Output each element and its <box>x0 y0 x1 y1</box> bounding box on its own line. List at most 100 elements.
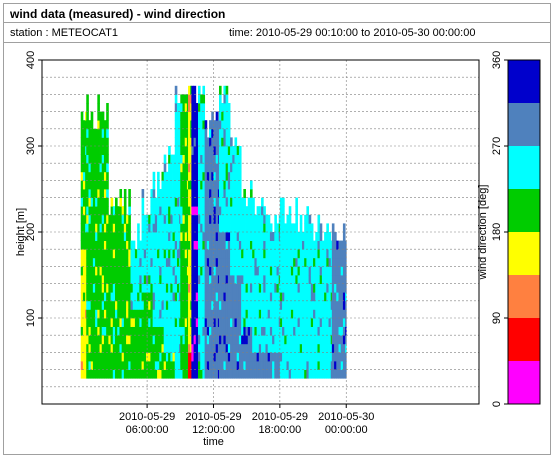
heatmap-cell <box>299 223 303 233</box>
heatmap-cell <box>176 120 180 130</box>
heatmap-cell <box>103 189 107 198</box>
heatmap-cell <box>261 197 264 207</box>
heatmap-cell <box>159 240 162 250</box>
heatmap-cell <box>184 171 188 181</box>
heatmap-cell <box>336 352 339 362</box>
heatmap-cell <box>315 283 318 293</box>
heatmap-cell <box>191 335 194 345</box>
heatmap-cell <box>126 326 129 336</box>
heatmap-cell <box>174 352 178 362</box>
heatmap-cell <box>128 292 131 302</box>
heatmap-cell <box>154 257 158 267</box>
heatmap-cell <box>190 249 192 259</box>
heatmap-cell <box>168 352 171 362</box>
heatmap-cell <box>117 266 120 276</box>
heatmap-cell <box>238 300 242 310</box>
heatmap-cell <box>141 275 145 284</box>
heatmap-cell <box>272 343 275 353</box>
heatmap-cell <box>163 300 167 310</box>
heatmap-cell <box>321 283 325 293</box>
heatmap-cell <box>193 257 197 267</box>
heatmap-cell <box>202 103 206 112</box>
heatmap-cell <box>209 335 212 345</box>
heatmap-cell <box>202 292 206 302</box>
heatmap-cell <box>301 309 305 319</box>
heatmap-cell <box>211 275 214 284</box>
heatmap-cell <box>180 206 183 216</box>
heatmap-cell <box>328 352 332 362</box>
heatmap-cell <box>184 180 188 190</box>
heatmap-cell <box>321 361 325 370</box>
heatmap-cell <box>232 283 235 293</box>
heatmap-cell <box>174 249 178 259</box>
heatmap-cell <box>191 309 194 319</box>
heatmap-cell <box>249 257 253 267</box>
heatmap-cell <box>299 326 303 336</box>
heatmap-cell <box>211 343 214 353</box>
heatmap-cell <box>326 223 329 233</box>
heatmap-cell <box>342 249 346 259</box>
heatmap-cell <box>103 128 107 138</box>
heatmap-cell <box>269 292 273 302</box>
heatmap-cell <box>317 240 321 250</box>
heatmap-cell <box>179 232 181 241</box>
heatmap-cell <box>230 352 233 362</box>
heatmap-cell <box>97 189 100 198</box>
heatmap-cell <box>191 326 194 336</box>
heatmap-cell <box>137 257 140 267</box>
heatmap-cell <box>168 240 171 250</box>
heatmap-cell <box>80 111 84 121</box>
heatmap-cell <box>112 292 116 302</box>
heatmap-cell <box>330 369 333 379</box>
heatmap-cell <box>338 300 342 310</box>
heatmap-cell <box>82 146 86 155</box>
heatmap-cell <box>115 223 118 233</box>
heatmap-cell <box>180 352 183 362</box>
heatmap-cell <box>209 146 212 155</box>
heatmap-cell <box>206 197 210 207</box>
heatmap-cell <box>249 232 253 241</box>
heatmap-cell <box>295 361 298 370</box>
heatmap-cell <box>219 189 222 198</box>
heatmap-cell <box>97 361 100 370</box>
heatmap-cell <box>92 146 96 155</box>
heatmap-cell <box>190 352 192 362</box>
heatmap-cell <box>143 232 147 241</box>
heatmap-cell <box>179 309 181 319</box>
heatmap-cell <box>95 223 98 233</box>
heatmap-cell <box>200 352 203 362</box>
heatmap-cell <box>132 326 136 336</box>
heatmap-cell <box>182 103 186 112</box>
heatmap-cell <box>221 275 224 284</box>
heatmap-cell <box>200 223 203 233</box>
heatmap-cell <box>103 361 107 370</box>
heatmap-cell <box>132 240 136 250</box>
heatmap-cell <box>139 283 142 293</box>
heatmap-cell <box>238 206 242 216</box>
heatmap-cell <box>176 214 180 224</box>
heatmap-cell <box>101 120 105 130</box>
heatmap-cell <box>284 240 287 250</box>
heatmap-cell <box>186 120 189 130</box>
heatmap-cell <box>191 318 194 327</box>
heatmap-cell <box>119 361 123 370</box>
heatmap-cell <box>206 352 210 362</box>
heatmap-cell <box>157 361 160 370</box>
heatmap-cell <box>184 223 188 233</box>
heatmap-cell <box>278 214 281 224</box>
heatmap-cell <box>92 163 96 173</box>
heatmap-cell <box>334 309 337 319</box>
heatmap-cell <box>227 111 231 121</box>
heatmap-cell <box>290 352 294 362</box>
heatmap-cell <box>82 240 86 250</box>
heatmap-cell <box>157 197 160 207</box>
heatmap-cell <box>265 326 269 336</box>
heatmap-cell <box>238 214 242 224</box>
heatmap-cell <box>159 266 162 276</box>
heatmap-cell <box>243 326 246 336</box>
heatmap-cell <box>159 292 162 302</box>
heatmap-cell <box>180 361 183 370</box>
heatmap-cell <box>103 369 107 379</box>
heatmap-cell <box>200 103 203 112</box>
heatmap-cell <box>123 189 127 198</box>
